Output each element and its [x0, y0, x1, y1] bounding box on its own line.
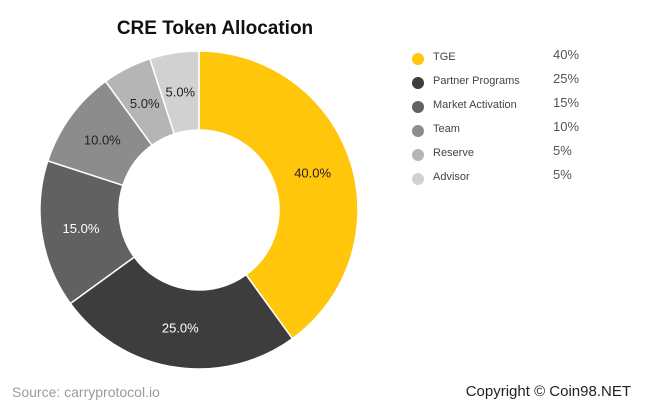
legend-value: 40% [553, 47, 580, 62]
legend-swatch [412, 53, 424, 65]
legend-value: 15% [553, 95, 580, 110]
legend-value: 25% [553, 71, 580, 86]
legend-item-partner-programs: Partner Programs 25% [411, 71, 611, 96]
legend-item-reserve: Reserve 5% [411, 143, 611, 168]
legend-value: 10% [553, 119, 580, 134]
legend-swatch [412, 173, 424, 185]
copyright-note: Copyright © Coin98.NET [465, 383, 631, 400]
chart-title: CRE Token Allocation [116, 18, 314, 39]
legend-item-market-activation: Market Activation 15% [411, 95, 611, 120]
legend-label: Advisor [433, 171, 470, 183]
pie-slice-partner-programs [69, 255, 294, 370]
legend-swatch [412, 149, 424, 161]
pie-slice-advisor [148, 50, 200, 135]
legend: TGE 40% Partner Programs 25% Market Acti… [411, 47, 611, 192]
legend-value: 5% [553, 143, 572, 158]
legend-swatch [412, 77, 424, 89]
legend-item-team: Team 10% [411, 119, 611, 144]
slice-label-team: 10.0% [84, 132, 121, 147]
legend-item-tge: TGE 40% [411, 47, 611, 72]
legend-item-advisor: Advisor 5% [411, 167, 611, 192]
legend-swatch [412, 125, 424, 137]
slice-label-advisor: 5.0% [165, 84, 195, 99]
slice-label-market-activation: 15.0% [63, 221, 100, 236]
slice-label-partner-programs: 25.0% [162, 321, 199, 336]
slice-label-tge: 40.0% [294, 166, 331, 181]
legend-label: Reserve [433, 147, 474, 159]
legend-label: Team [433, 123, 460, 135]
donut-chart: 40.0% 25.0% 15.0% 10.0% 5.0% 5.0% [39, 50, 359, 370]
legend-label: TGE [433, 51, 456, 63]
legend-swatch [412, 101, 424, 113]
slice-label-reserve: 5.0% [130, 96, 160, 111]
pie-slice-tge [198, 50, 359, 340]
legend-label: Market Activation [433, 99, 517, 111]
legend-value: 5% [553, 167, 572, 182]
source-note: Source: carryprotocol.io [12, 384, 160, 400]
legend-label: Partner Programs [433, 75, 520, 87]
